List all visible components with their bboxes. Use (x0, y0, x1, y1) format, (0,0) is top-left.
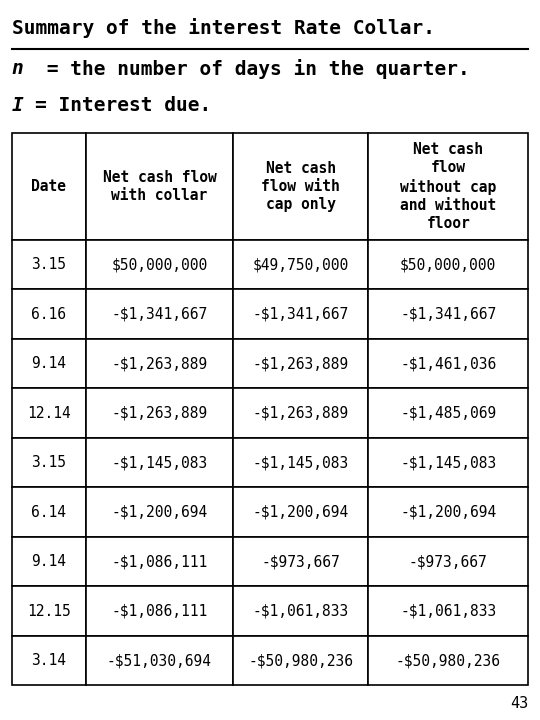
Bar (233, 586, 368, 636)
Text: -$1,145,083: -$1,145,083 (111, 455, 207, 470)
Text: -$50,980,236: -$50,980,236 (248, 653, 353, 668)
Text: -$1,341,667: -$1,341,667 (111, 307, 207, 322)
Text: -$1,341,667: -$1,341,667 (400, 307, 496, 322)
Text: 43: 43 (510, 696, 528, 711)
Bar (86, 388, 233, 438)
Text: -$1,061,833: -$1,061,833 (400, 603, 496, 618)
Bar (233, 537, 368, 586)
Text: -$1,263,889: -$1,263,889 (253, 405, 349, 420)
Bar (233, 289, 368, 339)
Bar (86, 438, 233, 487)
Text: 12.14: 12.14 (27, 405, 71, 420)
Text: -$1,263,889: -$1,263,889 (111, 405, 207, 420)
Text: $50,000,000: $50,000,000 (111, 257, 207, 272)
Bar (368, 289, 528, 339)
Text: -$1,485,069: -$1,485,069 (400, 405, 496, 420)
Text: -$1,200,694: -$1,200,694 (111, 505, 207, 520)
Bar (12, 289, 86, 339)
Text: -$1,086,111: -$1,086,111 (111, 554, 207, 569)
Text: = the number of days in the quarter.: = the number of days in the quarter. (35, 59, 470, 79)
Text: 3.15: 3.15 (31, 455, 66, 470)
Text: 9.14: 9.14 (31, 554, 66, 569)
Bar (12, 636, 86, 685)
Text: -$51,030,694: -$51,030,694 (107, 653, 212, 668)
Text: Date: Date (31, 179, 66, 194)
Bar (12, 537, 86, 586)
Text: -$1,145,083: -$1,145,083 (253, 455, 349, 470)
Text: 9.14: 9.14 (31, 356, 66, 371)
Text: -$1,263,889: -$1,263,889 (253, 356, 349, 371)
Bar (233, 388, 368, 438)
Bar (368, 636, 528, 685)
Bar (12, 487, 86, 537)
Text: = Interest due.: = Interest due. (35, 96, 211, 115)
Text: I: I (12, 96, 24, 115)
Bar (368, 339, 528, 388)
Bar (233, 438, 368, 487)
Bar (368, 438, 528, 487)
Bar (368, 240, 528, 289)
Text: 12.15: 12.15 (27, 603, 71, 618)
Text: -$1,145,083: -$1,145,083 (400, 455, 496, 470)
Text: 6.14: 6.14 (31, 505, 66, 520)
Text: Net cash
flow
without cap
and without
floor: Net cash flow without cap and without fl… (400, 143, 496, 230)
Text: -$1,461,036: -$1,461,036 (400, 356, 496, 371)
Bar (86, 537, 233, 586)
Text: $49,750,000: $49,750,000 (253, 257, 349, 272)
Text: 6.16: 6.16 (31, 307, 66, 322)
Text: Net cash flow
with collar: Net cash flow with collar (103, 170, 216, 203)
Bar (368, 586, 528, 636)
Text: Summary of the interest Rate Collar.: Summary of the interest Rate Collar. (12, 18, 435, 38)
Bar (86, 339, 233, 388)
Text: n: n (12, 59, 24, 78)
Text: -$973,667: -$973,667 (409, 554, 488, 569)
Bar (86, 487, 233, 537)
Text: $50,000,000: $50,000,000 (400, 257, 496, 272)
Bar (12, 240, 86, 289)
Text: -$1,061,833: -$1,061,833 (253, 603, 349, 618)
Text: -$1,341,667: -$1,341,667 (253, 307, 349, 322)
Bar (368, 487, 528, 537)
Text: -$50,980,236: -$50,980,236 (396, 653, 501, 668)
Bar (12, 339, 86, 388)
Text: Net cash
flow with
cap only: Net cash flow with cap only (261, 161, 340, 212)
Bar (368, 537, 528, 586)
Bar (86, 240, 233, 289)
Bar (233, 487, 368, 537)
Bar (86, 636, 233, 685)
Bar (233, 339, 368, 388)
Text: 3.15: 3.15 (31, 257, 66, 272)
Bar (12, 388, 86, 438)
Text: -$1,200,694: -$1,200,694 (400, 505, 496, 520)
Bar (12, 438, 86, 487)
Text: 3.14: 3.14 (31, 653, 66, 668)
Text: -$973,667: -$973,667 (261, 554, 340, 569)
Bar (12, 586, 86, 636)
Text: -$1,086,111: -$1,086,111 (111, 603, 207, 618)
Bar (233, 636, 368, 685)
Text: -$1,263,889: -$1,263,889 (111, 356, 207, 371)
Bar (86, 586, 233, 636)
Bar (86, 289, 233, 339)
Bar (368, 388, 528, 438)
Bar (233, 240, 368, 289)
Text: -$1,200,694: -$1,200,694 (253, 505, 349, 520)
